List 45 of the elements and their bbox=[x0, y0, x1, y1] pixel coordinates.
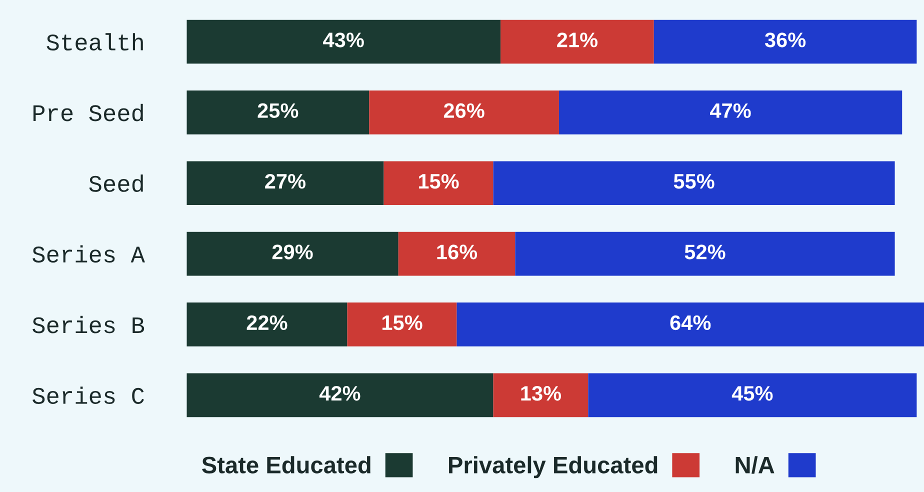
y-tick-label: Series A bbox=[32, 245, 145, 263]
bar bbox=[558, 90, 902, 134]
data-label: 25% bbox=[258, 103, 298, 118]
bar bbox=[186, 232, 398, 276]
bar bbox=[369, 90, 559, 134]
bar bbox=[384, 161, 494, 206]
bar bbox=[588, 373, 917, 418]
bar bbox=[456, 302, 924, 346]
data-label: 43% bbox=[323, 32, 364, 48]
y-tick-label: Series B bbox=[32, 316, 144, 334]
data-label: 29% bbox=[272, 244, 313, 260]
data-label: 52% bbox=[684, 244, 726, 260]
y-tick-label: Pre Seed bbox=[33, 104, 143, 122]
data-label: 27% bbox=[265, 174, 306, 189]
data-label: 21% bbox=[557, 32, 598, 48]
y-tick-label: Series C bbox=[32, 386, 144, 404]
legend-label: Privately Educated bbox=[449, 456, 658, 478]
data-label: 55% bbox=[674, 174, 714, 189]
bar bbox=[398, 232, 516, 276]
data-label: 15% bbox=[382, 315, 422, 330]
data-label: 13% bbox=[521, 386, 562, 401]
y-tick-label: Stealth bbox=[46, 33, 143, 51]
legend-label: N/A bbox=[736, 456, 774, 474]
y-tick-label: Seed bbox=[89, 174, 143, 192]
data-label: 45% bbox=[732, 386, 773, 401]
bar bbox=[493, 373, 588, 418]
bar bbox=[186, 302, 348, 346]
data-label: 22% bbox=[246, 315, 288, 330]
bar bbox=[186, 90, 370, 134]
bar bbox=[654, 20, 917, 64]
data-label: 64% bbox=[670, 315, 711, 330]
bar bbox=[186, 20, 501, 64]
data-label: 26% bbox=[444, 103, 484, 118]
bar bbox=[493, 161, 895, 206]
data-label: 16% bbox=[437, 244, 478, 260]
bar bbox=[186, 161, 384, 206]
data-label: 36% bbox=[764, 32, 806, 48]
data-label: 47% bbox=[710, 103, 751, 118]
bar bbox=[347, 302, 457, 346]
bar bbox=[500, 20, 654, 64]
data-label: 15% bbox=[418, 174, 459, 189]
legend-label: State Educated bbox=[202, 456, 370, 474]
bar bbox=[186, 373, 494, 418]
bar bbox=[515, 232, 895, 276]
data-label: 42% bbox=[319, 386, 360, 401]
